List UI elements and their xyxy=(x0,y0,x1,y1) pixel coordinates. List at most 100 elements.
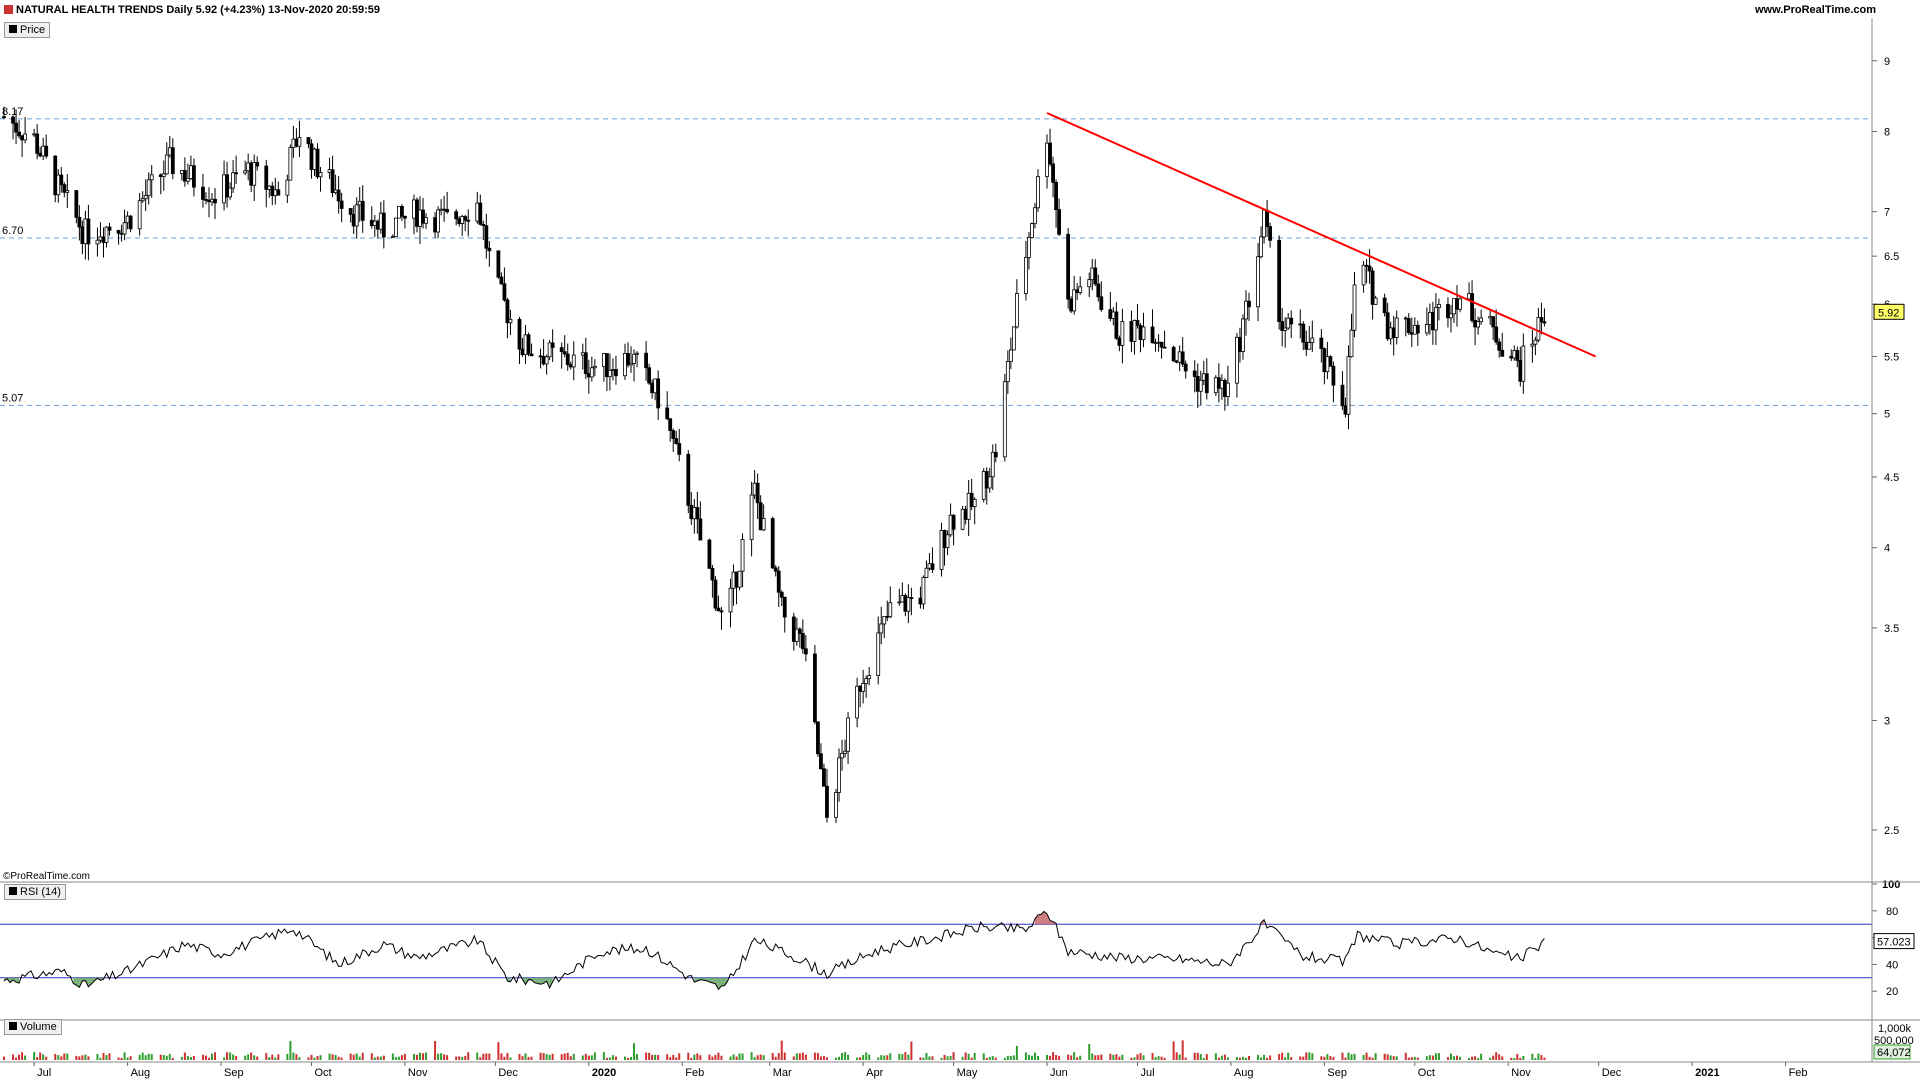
volume-bar xyxy=(1410,1057,1413,1060)
x-tick-label: 2021 xyxy=(1695,1067,1719,1079)
volume-bar xyxy=(503,1056,506,1060)
candle-body xyxy=(1509,355,1514,359)
candle-body xyxy=(601,353,606,367)
volume-bar xyxy=(171,1057,174,1060)
volume-bar xyxy=(1299,1056,1302,1060)
volume-bar xyxy=(310,1054,313,1060)
price-tick-label: 8 xyxy=(1884,126,1890,138)
volume-bar xyxy=(443,1054,446,1060)
volume-bar xyxy=(627,1057,630,1060)
candle-body xyxy=(713,579,718,609)
candle-body xyxy=(1036,176,1040,209)
volume-bar xyxy=(307,1057,310,1060)
volume-bar xyxy=(530,1056,533,1060)
volume-bar xyxy=(1431,1055,1434,1060)
volume-bar xyxy=(672,1055,675,1060)
volume-bar xyxy=(605,1057,608,1060)
volume-bar xyxy=(1326,1054,1329,1060)
site-url[interactable]: www.ProRealTime.com xyxy=(1754,4,1876,16)
candle-body xyxy=(1406,318,1411,334)
volume-bar xyxy=(1033,1052,1036,1060)
volume-bar xyxy=(943,1054,946,1060)
volume-bar xyxy=(1492,1055,1495,1060)
candle-body xyxy=(1427,312,1432,325)
volume-bar xyxy=(816,1053,819,1060)
candle-body xyxy=(948,514,953,536)
volume-bar xyxy=(422,1053,425,1060)
x-tick-label: Dec xyxy=(1602,1067,1622,1079)
volume-bar xyxy=(1175,1052,1178,1060)
candle-body xyxy=(62,184,67,193)
volume-bar xyxy=(825,1057,828,1060)
candle-body xyxy=(505,299,510,324)
candle-body xyxy=(1090,267,1095,281)
volume-bar xyxy=(844,1052,847,1060)
rsi-oversold-fill xyxy=(724,977,728,986)
candle-body xyxy=(1054,181,1058,210)
volume-bar xyxy=(608,1057,611,1060)
candle-body xyxy=(686,453,691,506)
candle-body xyxy=(234,172,239,175)
candle-body xyxy=(1244,300,1248,320)
volume-bar xyxy=(500,1053,503,1060)
volume-bar xyxy=(657,1054,660,1060)
candle-body xyxy=(888,602,893,618)
candle-body xyxy=(336,189,341,202)
rsi-oversold-fill xyxy=(82,977,86,981)
candle-body xyxy=(478,202,483,225)
volume-bar xyxy=(563,1053,566,1060)
candle-body xyxy=(86,218,91,245)
volume-bar xyxy=(123,1052,126,1060)
candle-body xyxy=(1331,365,1336,386)
candle-body xyxy=(1307,342,1312,350)
last-price-box xyxy=(1873,303,1905,320)
volume-bar xyxy=(1389,1055,1392,1060)
volume-bar xyxy=(804,1054,807,1060)
candle-body xyxy=(1002,381,1007,458)
candle-body xyxy=(1310,337,1315,344)
volume-bar xyxy=(711,1056,714,1060)
candle-body xyxy=(942,529,947,549)
volume-bar xyxy=(1302,1056,1305,1060)
rsi-panel-tag[interactable]: RSI (14) xyxy=(4,884,66,900)
volume-bar xyxy=(24,1055,27,1060)
volume-bar xyxy=(1452,1056,1455,1060)
volume-bar xyxy=(168,1053,171,1060)
volume-bar xyxy=(204,1055,207,1060)
volume-bar xyxy=(144,1055,147,1060)
volume-bar xyxy=(316,1056,319,1060)
volume-bar xyxy=(1278,1053,1281,1060)
candle-body xyxy=(731,571,736,589)
candle-body xyxy=(393,217,398,238)
volume-bar xyxy=(542,1053,545,1060)
candle-body xyxy=(1542,321,1547,324)
volume-bar xyxy=(1052,1052,1055,1060)
candle-body xyxy=(523,334,528,356)
volume-bar xyxy=(654,1054,657,1060)
instrument-icon xyxy=(4,5,13,14)
price-panel-tag[interactable]: Price xyxy=(4,22,51,38)
x-tick-label: Jul xyxy=(37,1067,51,1079)
x-tick-label: Dec xyxy=(498,1067,518,1079)
volume-bar xyxy=(1205,1054,1208,1060)
candle-body xyxy=(403,215,407,219)
candle-body xyxy=(32,133,37,136)
volume-bar xyxy=(497,1042,500,1060)
volume-bar xyxy=(337,1056,340,1060)
candle-body xyxy=(1349,329,1354,358)
x-tick-label: Feb xyxy=(685,1067,704,1079)
volume-bar xyxy=(461,1056,464,1060)
volume-bar xyxy=(678,1053,681,1060)
volume-bar xyxy=(1012,1055,1015,1060)
candle-body xyxy=(1219,380,1224,389)
volume-panel-tag[interactable]: Volume xyxy=(4,1019,62,1035)
candle-body xyxy=(758,502,763,531)
candle-body xyxy=(1449,313,1453,319)
candle-body xyxy=(846,717,850,752)
candle-body xyxy=(918,597,923,605)
volume-bar xyxy=(1284,1057,1287,1060)
candle-body xyxy=(41,145,46,157)
candle-body xyxy=(182,170,187,182)
candle-body xyxy=(571,354,576,368)
